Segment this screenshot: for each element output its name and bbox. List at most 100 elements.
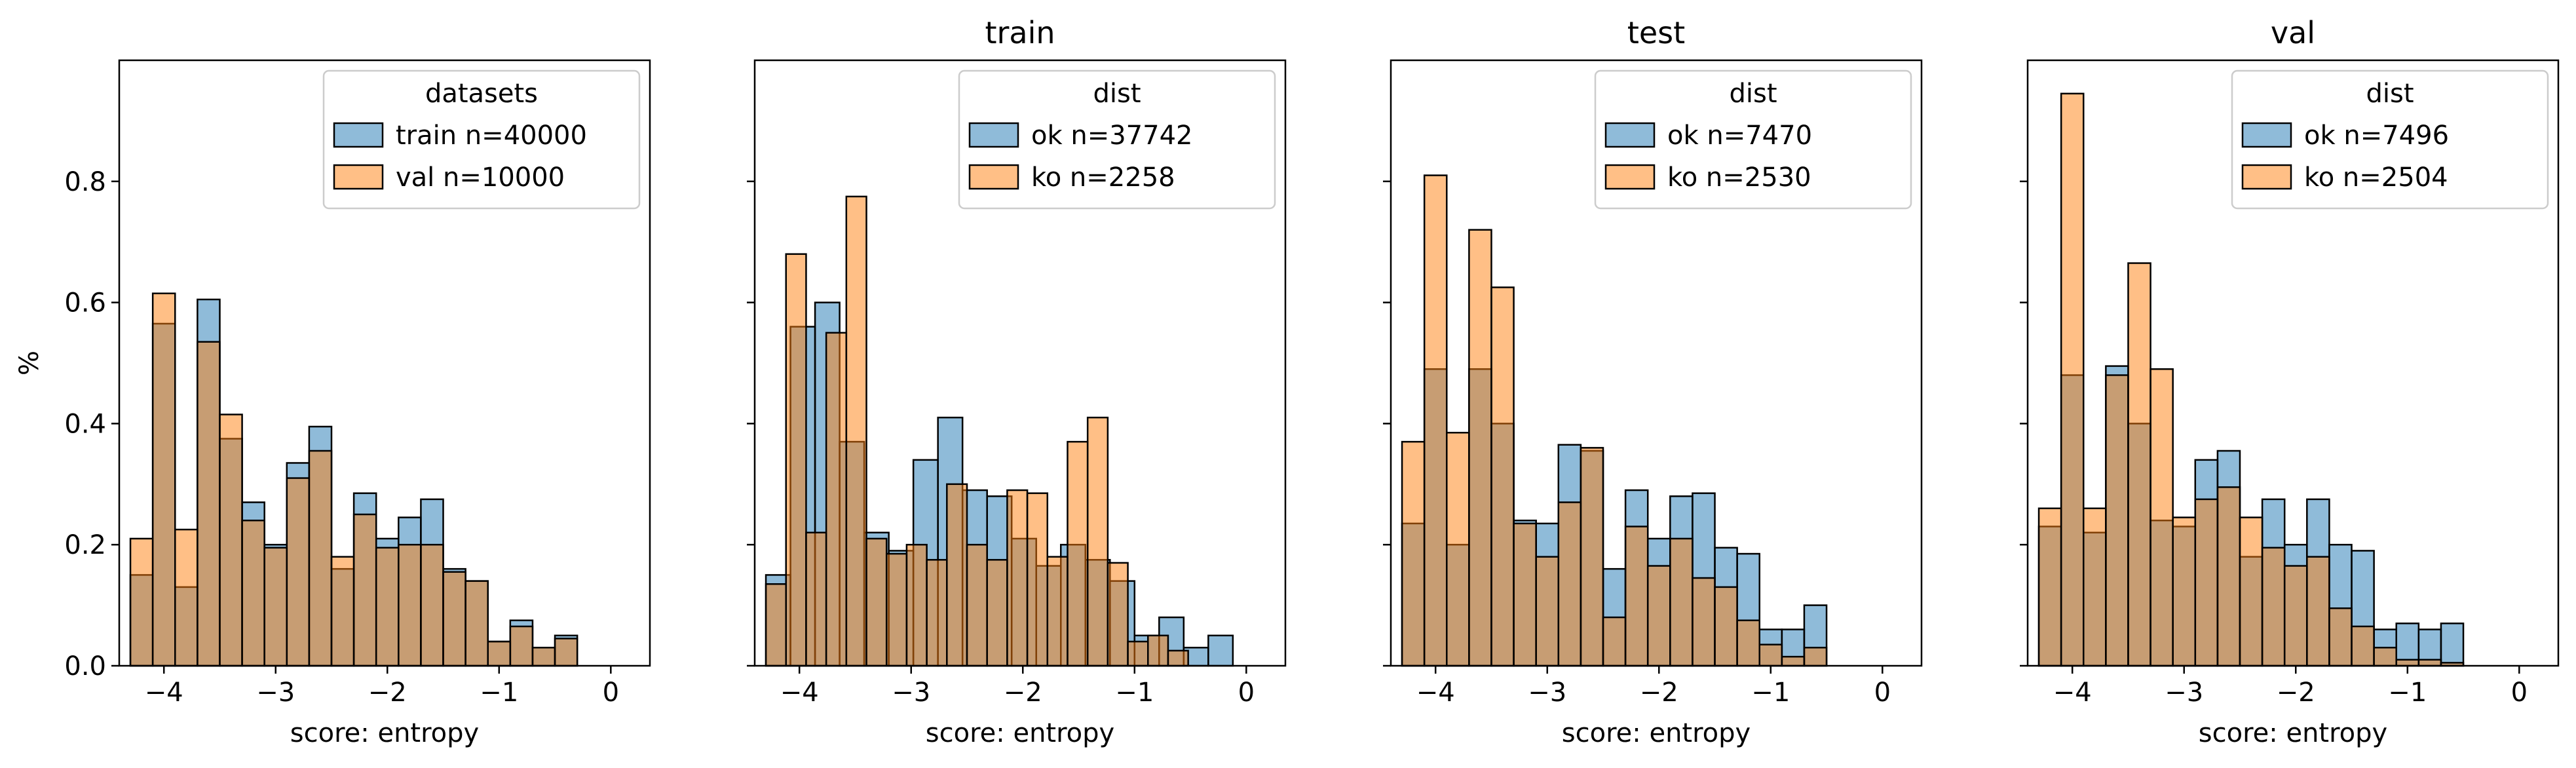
x-tick-label: −4 — [2053, 678, 2092, 708]
x-tick-label: −3 — [256, 678, 295, 708]
x-axis-label: score: entropy — [926, 718, 1114, 748]
legend-entry-label: ko n=2258 — [1031, 163, 1175, 193]
histogram-bar — [509, 625, 534, 667]
histogram-bar — [1401, 440, 1426, 667]
legend-title: dist — [1729, 79, 1777, 109]
histogram-bar — [1207, 634, 1234, 667]
y-tick-label: 0.0 — [64, 651, 106, 682]
chart-title: test — [1627, 15, 1685, 50]
histogram-bar — [1107, 562, 1129, 667]
histogram-bar — [2194, 498, 2219, 667]
legend-box — [2231, 69, 2549, 210]
histogram-bar — [2261, 547, 2286, 667]
legend-title: dist — [1093, 79, 1141, 109]
histogram-bar — [2351, 625, 2375, 667]
legend-swatch-blue — [333, 122, 384, 148]
x-tick-label: 0 — [1238, 678, 1255, 708]
legend-swatch-blue — [2241, 122, 2292, 148]
x-tick-label: −4 — [145, 678, 183, 708]
x-tick-label: 0 — [2511, 678, 2528, 708]
histogram-bar — [1781, 655, 1806, 667]
histogram-bar — [2440, 623, 2465, 667]
histogram-bar — [1513, 522, 1537, 667]
histogram-bar — [442, 571, 466, 667]
legend-entry-label: ok n=7496 — [2304, 121, 2449, 151]
histogram-bar — [2083, 507, 2107, 667]
histogram-bar — [1736, 619, 1760, 667]
chart-panel-2: −4 −3 −2 −1 0 score: entropy train dist ok n=377… — [747, 15, 1287, 748]
axes-frame — [753, 59, 1287, 667]
histogram-bar — [375, 547, 400, 667]
histogram-bar — [2105, 374, 2129, 667]
histogram-bar — [1468, 229, 1492, 667]
histogram-bar — [1147, 634, 1169, 667]
legend: dist ok n=37742 ko n=2258 — [958, 69, 1276, 210]
legend-box — [1594, 69, 1912, 210]
chart-panel-3: −4 −3 −2 −1 0 score: entropy test dist ok n=7470… — [1383, 15, 1923, 748]
legend: datasets train n=40000 val n=10000 — [322, 69, 641, 210]
histogram-bar — [1086, 416, 1109, 667]
histogram-bar — [1127, 640, 1149, 667]
y-tick-label: 0.4 — [64, 409, 106, 439]
histogram-bar — [1803, 647, 1828, 667]
histogram-bar — [986, 559, 1008, 667]
histogram-bar — [1167, 649, 1189, 667]
histogram-bar — [398, 543, 422, 667]
x-tick-label: −2 — [1004, 678, 1042, 708]
legend-box — [958, 69, 1276, 210]
histogram-bar — [926, 559, 948, 667]
histogram-bar — [1490, 286, 1515, 667]
histogram-bar — [2283, 565, 2308, 667]
legend-entry-label: ko n=2504 — [2304, 163, 2448, 193]
x-tick-label: 0 — [1874, 678, 1891, 708]
legend-swatch-blue — [968, 122, 1019, 148]
legend-swatch-orange — [333, 164, 384, 190]
histogram-bar — [885, 552, 908, 667]
histogram-bar — [352, 513, 377, 667]
histogram-bar — [1557, 501, 1582, 667]
legend-swatch-orange — [968, 164, 1019, 190]
histogram-bar — [263, 547, 288, 667]
legend-title: datasets — [425, 79, 538, 109]
x-axis-label: score: entropy — [290, 718, 479, 748]
x-tick-label: −2 — [368, 678, 407, 708]
legend-swatch-blue — [1604, 122, 1656, 148]
histogram-bar — [1423, 174, 1448, 667]
x-tick-label: 0 — [603, 678, 619, 708]
y-tick-label: 0.8 — [64, 167, 106, 197]
legend-entry-label: ok n=7470 — [1667, 121, 1812, 151]
histogram-bar — [765, 583, 787, 667]
x-axis-label: score: entropy — [2199, 718, 2387, 748]
histogram-bar — [1714, 586, 1738, 667]
legend-entry-label: ok n=37742 — [1031, 121, 1192, 151]
histogram-bar — [308, 450, 333, 667]
axes-frame — [2026, 59, 2560, 667]
histogram-bar — [905, 543, 928, 667]
x-tick-label: −1 — [2388, 678, 2427, 708]
histogram-bar — [129, 537, 154, 667]
y-axis-label: % — [14, 351, 45, 375]
histogram-bar — [1006, 489, 1029, 667]
histogram-bar — [1669, 537, 1694, 667]
histogram-bar — [1067, 440, 1089, 667]
histogram-bar — [464, 580, 489, 667]
x-axis-label: score: entropy — [1562, 718, 1751, 748]
histogram-bar — [487, 640, 512, 667]
axes-frame — [1390, 59, 1923, 667]
y-tick-label: 0.2 — [64, 530, 106, 560]
legend-entry-label: ko n=2530 — [1667, 163, 1811, 193]
x-tick-label: −2 — [1640, 678, 1678, 708]
histogram-bar — [2216, 486, 2241, 667]
histogram-bar — [151, 292, 176, 667]
legend-swatch-orange — [2241, 164, 2292, 190]
series-orange — [765, 195, 1189, 667]
histogram-bar — [1692, 577, 1716, 667]
y-tick-label: 0.6 — [64, 288, 106, 318]
histogram-bar — [197, 341, 221, 667]
histogram-bar — [2127, 262, 2151, 667]
chart-title: val — [2271, 15, 2315, 50]
legend-entry-label: train n=40000 — [396, 121, 587, 151]
histogram-bar — [2373, 647, 2397, 667]
legend-swatch-orange — [1604, 164, 1656, 190]
